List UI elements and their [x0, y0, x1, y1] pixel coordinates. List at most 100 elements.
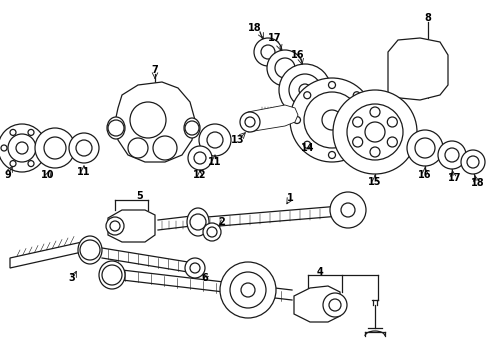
Circle shape [341, 203, 355, 217]
Circle shape [365, 122, 385, 142]
Text: 18: 18 [248, 23, 262, 33]
Text: 9: 9 [4, 170, 11, 180]
Text: 11: 11 [208, 157, 222, 167]
Circle shape [220, 262, 276, 318]
Text: 8: 8 [424, 13, 431, 23]
Circle shape [294, 117, 300, 123]
Circle shape [445, 148, 459, 162]
Circle shape [185, 258, 205, 278]
Circle shape [194, 152, 206, 164]
Circle shape [290, 78, 374, 162]
Polygon shape [10, 242, 82, 268]
Circle shape [353, 92, 360, 99]
Circle shape [299, 84, 311, 96]
Circle shape [190, 263, 200, 273]
Circle shape [10, 129, 16, 135]
Text: 6: 6 [201, 273, 208, 283]
Circle shape [353, 141, 360, 148]
Circle shape [275, 58, 295, 78]
Circle shape [1, 145, 7, 151]
Circle shape [76, 140, 92, 156]
Ellipse shape [187, 208, 209, 236]
Circle shape [461, 150, 485, 174]
Circle shape [188, 146, 212, 170]
Circle shape [328, 81, 336, 89]
Circle shape [80, 240, 100, 260]
Circle shape [289, 74, 321, 106]
Circle shape [254, 38, 282, 66]
Text: 7: 7 [151, 65, 158, 75]
Circle shape [364, 117, 370, 123]
Circle shape [304, 141, 311, 148]
Circle shape [304, 92, 311, 99]
Polygon shape [108, 210, 155, 242]
Circle shape [467, 156, 479, 168]
Circle shape [322, 110, 342, 130]
Circle shape [230, 272, 266, 308]
Circle shape [108, 120, 124, 136]
Circle shape [102, 265, 122, 285]
Ellipse shape [332, 194, 364, 226]
Circle shape [407, 130, 443, 166]
Circle shape [438, 141, 466, 169]
Text: 17: 17 [448, 173, 462, 183]
Circle shape [153, 136, 177, 160]
Circle shape [35, 128, 75, 168]
Circle shape [10, 161, 16, 167]
Text: 1: 1 [287, 193, 294, 203]
Text: 14: 14 [301, 143, 315, 153]
Text: 10: 10 [41, 170, 55, 180]
Circle shape [128, 138, 148, 158]
Circle shape [330, 192, 366, 228]
Circle shape [207, 227, 217, 237]
Circle shape [353, 137, 363, 147]
Circle shape [353, 117, 363, 127]
Text: 3: 3 [69, 273, 75, 283]
Text: 18: 18 [471, 178, 485, 188]
Circle shape [279, 64, 331, 116]
Circle shape [370, 107, 380, 117]
Circle shape [130, 102, 166, 138]
Circle shape [329, 299, 341, 311]
Text: 16: 16 [418, 170, 432, 180]
Circle shape [44, 137, 66, 159]
Circle shape [240, 112, 260, 132]
Circle shape [28, 129, 34, 135]
Text: 15: 15 [368, 177, 382, 187]
Circle shape [387, 137, 397, 147]
Circle shape [190, 214, 206, 230]
Text: 16: 16 [291, 50, 305, 60]
Circle shape [110, 221, 120, 231]
Circle shape [347, 104, 403, 160]
Circle shape [185, 121, 199, 135]
Circle shape [8, 134, 36, 162]
Circle shape [16, 142, 28, 154]
Text: 4: 4 [317, 267, 323, 277]
Circle shape [69, 133, 99, 163]
Circle shape [415, 138, 435, 158]
Circle shape [323, 293, 347, 317]
Circle shape [37, 145, 43, 151]
Circle shape [333, 90, 417, 174]
Ellipse shape [78, 236, 102, 264]
Polygon shape [248, 105, 298, 132]
Text: 13: 13 [231, 135, 245, 145]
Circle shape [267, 50, 303, 86]
Text: 11: 11 [77, 167, 91, 177]
Polygon shape [388, 38, 448, 100]
Text: 2: 2 [219, 217, 225, 227]
Circle shape [261, 45, 275, 59]
Ellipse shape [107, 117, 125, 139]
Ellipse shape [184, 118, 200, 138]
Circle shape [199, 124, 231, 156]
Circle shape [207, 132, 223, 148]
Text: 5: 5 [137, 191, 144, 201]
Circle shape [387, 117, 397, 127]
Circle shape [0, 124, 46, 172]
Circle shape [245, 117, 255, 127]
Circle shape [328, 152, 336, 158]
Polygon shape [294, 286, 340, 322]
Circle shape [106, 217, 124, 235]
Ellipse shape [99, 261, 125, 289]
Circle shape [203, 223, 221, 241]
